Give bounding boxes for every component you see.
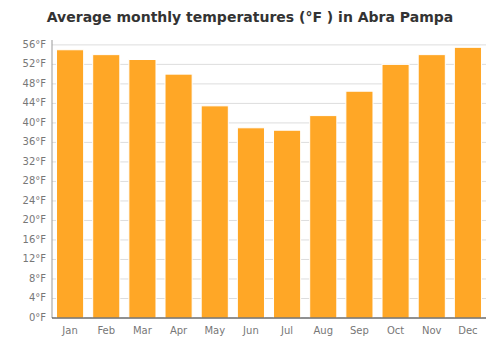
y-tick-label: 24°F bbox=[23, 195, 47, 206]
bars bbox=[57, 47, 482, 318]
bar bbox=[310, 116, 337, 318]
grid-line bbox=[52, 318, 486, 319]
y-tick-label: 4°F bbox=[29, 292, 46, 303]
x-tick-label: Aug bbox=[313, 325, 333, 336]
bar bbox=[454, 47, 481, 318]
page: {"chart_data": {"type": "bar", "title": … bbox=[0, 0, 500, 350]
y-tick-label: 28°F bbox=[23, 175, 47, 186]
bar bbox=[346, 91, 373, 318]
y-tick-label: 48°F bbox=[23, 78, 47, 89]
bar bbox=[274, 130, 301, 318]
y-tick-label: 0°F bbox=[29, 312, 46, 323]
y-tick-label: 56°F bbox=[23, 39, 47, 50]
y-tick-label: 40°F bbox=[23, 117, 47, 128]
y-tick-label: 16°F bbox=[23, 234, 47, 245]
x-tick-label: May bbox=[204, 325, 225, 336]
bar bbox=[93, 55, 120, 318]
y-axis-line bbox=[52, 40, 53, 318]
grid bbox=[52, 45, 486, 318]
x-tick-label: Dec bbox=[458, 325, 477, 336]
bar bbox=[418, 55, 445, 318]
x-tick-label: Jul bbox=[280, 325, 293, 336]
title: Average monthly temperatures (°F ) in Ab… bbox=[47, 9, 453, 25]
bar bbox=[57, 50, 84, 318]
x-tick-label: Mar bbox=[133, 325, 153, 336]
x-tick-label: Feb bbox=[97, 325, 115, 336]
y-tick-label: 36°F bbox=[23, 136, 47, 147]
x-tick-label: Jun bbox=[242, 325, 259, 336]
y-tick-label: 52°F bbox=[23, 58, 47, 69]
y-tick-label: 8°F bbox=[29, 273, 46, 284]
x-tick-label: Nov bbox=[422, 325, 442, 336]
chart: Average monthly temperatures (°F ) in Ab… bbox=[0, 0, 500, 350]
y-tick-label: 32°F bbox=[23, 156, 47, 167]
x-tick-label: Apr bbox=[170, 325, 188, 336]
y-tick-label: 12°F bbox=[23, 253, 47, 264]
bar bbox=[201, 106, 228, 318]
x-tick-label: Oct bbox=[387, 325, 404, 336]
bar bbox=[165, 74, 192, 318]
bar bbox=[382, 64, 409, 318]
x-axis: Jan Feb Mar Apr May Jun Jul Aug Sep Oct Nov Dec bbox=[61, 325, 477, 336]
bar bbox=[129, 60, 156, 318]
x-tick-label: Sep bbox=[350, 325, 369, 336]
x-tick-label: Jan bbox=[61, 325, 77, 336]
y-tick-label: 20°F bbox=[23, 214, 47, 225]
bar bbox=[237, 128, 264, 318]
grid-line bbox=[52, 44, 486, 45]
y-tick-label: 44°F bbox=[23, 97, 47, 108]
y-axis: 0°F 4°F 8°F 12°F 16°F 20°F 24°F 28°F 32°F 36°F 40°… bbox=[23, 39, 52, 323]
x-axis-line bbox=[52, 318, 486, 319]
